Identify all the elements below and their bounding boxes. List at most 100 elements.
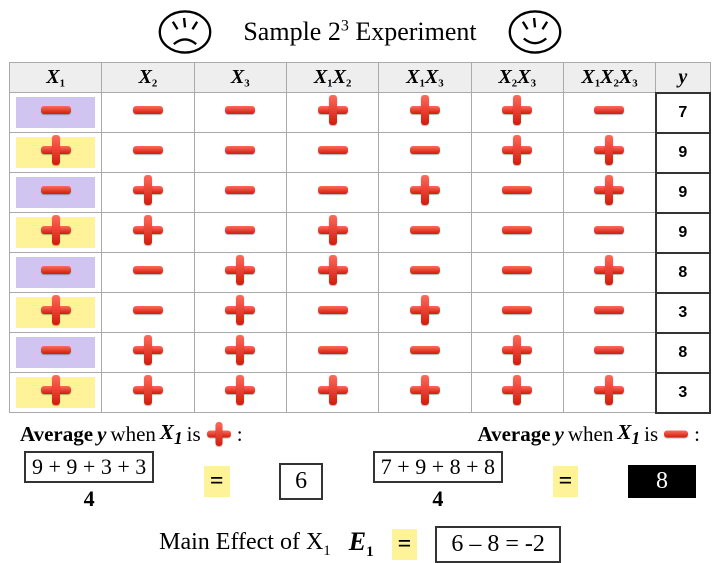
sign-cell [563,173,655,213]
sign-cell [102,173,194,213]
minus-icon [472,171,563,210]
calculation-row: 9 + 9 + 3 + 3 4 = 6 7 + 9 + 8 + 8 4 = 8 [0,449,720,512]
effect-result: 6 – 8 = -2 [435,526,561,563]
minus-icon [472,211,563,250]
minus-icon [379,131,470,170]
minus-icon [102,251,193,290]
plus-icon [195,291,286,330]
sign-cell [563,253,655,293]
plus-icon [472,131,563,170]
sign-cell [471,133,563,173]
minus-result: 8 [628,465,696,498]
sign-cell [102,213,194,253]
table-header: X1X2X3X1X2X1X3X2X3X1X2X3y [10,63,711,93]
sign-cell [102,253,194,293]
plus-icon [205,422,233,446]
plus-icon [10,291,101,330]
sign-cell [286,213,378,253]
plus-icon [564,131,655,170]
plus-icon [472,371,563,410]
e1-symbol: E1 [349,527,374,561]
y-value: 9 [656,173,710,213]
plus-icon [472,91,563,130]
minus-icon [287,291,378,330]
minus-icon [564,291,655,330]
sign-cell [471,293,563,333]
minus-icon [379,211,470,250]
plus-fraction: 9 + 9 + 3 + 3 4 [24,451,154,512]
minus-icon [564,91,655,130]
y-value: 7 [656,93,710,133]
table-row: 9 [10,173,711,213]
plus-icon [287,211,378,250]
table-row: 3 [10,373,711,413]
plus-icon [379,171,470,210]
plus-icon [472,331,563,370]
column-header: y [656,63,710,93]
main-effect-label: Main Effect of X1 [159,529,331,560]
plus-icon [195,331,286,370]
sign-cell [379,213,471,253]
minus-icon [472,291,563,330]
sign-cell [194,213,286,253]
table-row: 3 [10,293,711,333]
plus-icon [287,371,378,410]
minus-fraction: 7 + 9 + 8 + 8 4 [373,451,503,512]
plus-icon [102,371,193,410]
plus-icon [102,171,193,210]
minus-icon [195,91,286,130]
plus-icon [10,131,101,170]
title-suffix: Experiment [349,17,477,46]
table-row: 9 [10,133,711,173]
sign-cell [563,93,655,133]
minus-icon [472,251,563,290]
minus-icon [564,331,655,370]
sign-cell [379,133,471,173]
plus-icon [287,91,378,130]
table-row: 7 [10,93,711,133]
sign-cell [379,333,471,373]
table-body: 79998383 [10,93,711,413]
y-value: 3 [656,373,710,413]
sign-cell [471,173,563,213]
minus-icon [102,131,193,170]
equals-sign: = [392,529,418,560]
avg-minus-label: Average y when X1 is : [477,420,700,449]
table-row: 9 [10,213,711,253]
sign-cell [10,333,102,373]
sign-cell [563,133,655,173]
plus-result: 6 [279,463,323,500]
sign-cell [286,293,378,333]
sign-cell [10,93,102,133]
minus-icon [195,131,286,170]
plus-icon [379,291,470,330]
sign-cell [471,253,563,293]
minus-icon [287,171,378,210]
sign-cell [194,293,286,333]
plus-icon [195,251,286,290]
sign-cell [102,133,194,173]
sign-cell [10,173,102,213]
header: Sample 23 Experiment [0,0,720,62]
sign-cell [10,373,102,413]
sign-cell [379,93,471,133]
column-header: X3 [194,63,286,93]
minus-icon [662,422,690,446]
column-header: X1X2 [286,63,378,93]
page-title: Sample 23 Experiment [243,17,476,47]
minus-icon [102,91,193,130]
minus-icon [287,331,378,370]
equals-sign: = [553,466,579,497]
sign-cell [10,133,102,173]
sign-cell [563,373,655,413]
sign-cell [286,133,378,173]
sign-cell [379,373,471,413]
column-header: X1 [10,63,102,93]
sign-cell [379,173,471,213]
minus-icon [564,211,655,250]
sign-cell [194,133,286,173]
sign-cell [194,173,286,213]
plus-icon [10,211,101,250]
plus-icon [10,371,101,410]
plus-icon [195,371,286,410]
